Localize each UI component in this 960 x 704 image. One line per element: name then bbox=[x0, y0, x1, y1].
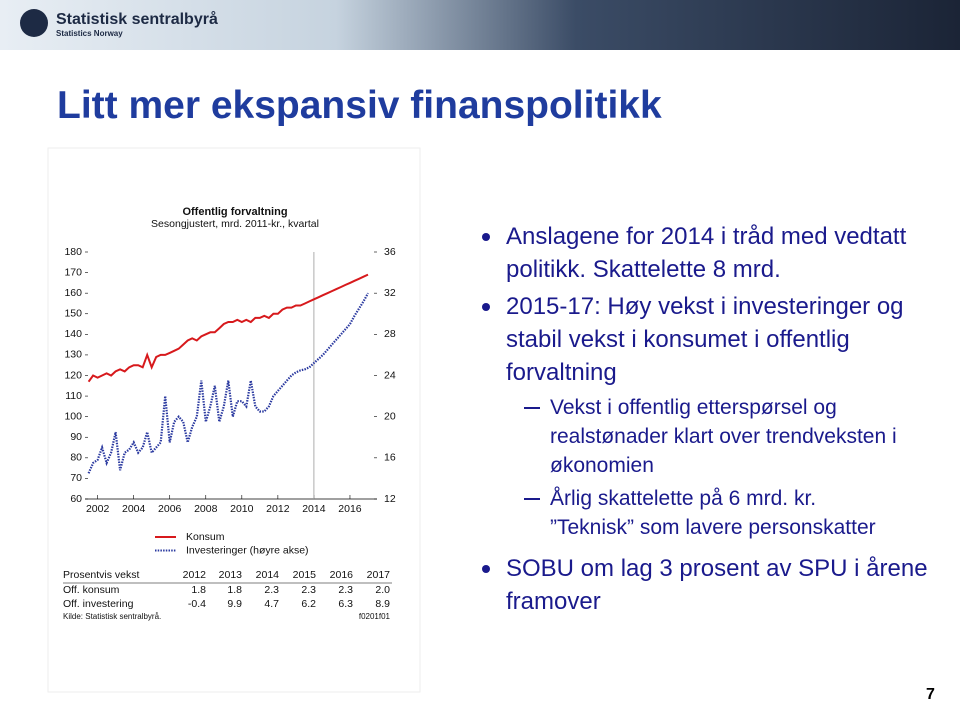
y-tick-label: 170 bbox=[64, 266, 82, 278]
bullet-text: 2015-17: Høy vekst i investeringer og st… bbox=[506, 293, 904, 386]
table-cell: 2.3 bbox=[338, 584, 353, 596]
table-header: 2013 bbox=[219, 569, 243, 581]
table-header: 2016 bbox=[330, 569, 354, 581]
y-tick-label: 90 bbox=[70, 431, 82, 443]
figure-code: f0201f01 bbox=[359, 612, 391, 621]
table-cell: 9.9 bbox=[227, 598, 242, 610]
table-cell: 8.9 bbox=[375, 598, 390, 610]
y2-tick-label: 24 bbox=[384, 369, 396, 381]
y2-tick-label: 36 bbox=[384, 246, 396, 258]
series-line bbox=[87, 292, 369, 474]
slide-title: Litt mer ekspansiv finanspolitikk bbox=[57, 84, 662, 127]
table-cell: Off. konsum bbox=[63, 584, 120, 596]
y-tick-label: 150 bbox=[64, 308, 82, 320]
series-line bbox=[87, 273, 369, 383]
chart-subtitle: Sesongjustert, mrd. 2011-kr., kvartal bbox=[151, 218, 319, 230]
source: Kilde: Statistisk sentralbyrå. bbox=[63, 612, 161, 621]
sub-bullet: Årlig skattelette på 6 mrd. kr. ”Teknisk… bbox=[524, 484, 950, 542]
table-cell: 6.3 bbox=[338, 598, 353, 610]
bullet: Anslagene for 2014 i tråd med vedtatt po… bbox=[482, 220, 946, 286]
table-cell: 1.8 bbox=[191, 584, 206, 596]
y-tick-label: 80 bbox=[70, 452, 82, 464]
x-tick-label: 2010 bbox=[230, 503, 254, 515]
sub-bullet: Vekst i offentlig etterspørsel og realst… bbox=[524, 393, 950, 480]
y-tick-label: 120 bbox=[64, 369, 82, 381]
table-header: 2012 bbox=[183, 569, 207, 581]
y2-tick-label: 16 bbox=[384, 452, 396, 464]
logo: Statistisk sentralbyrå bbox=[56, 11, 218, 28]
table-cell: Off. investering bbox=[63, 598, 134, 610]
table-cell: 1.8 bbox=[227, 584, 242, 596]
y-tick-label: 160 bbox=[64, 287, 82, 299]
x-tick-label: 2002 bbox=[86, 503, 110, 515]
table-cell: 4.7 bbox=[264, 598, 279, 610]
y2-tick-label: 28 bbox=[384, 328, 396, 340]
x-tick-label: 2006 bbox=[158, 503, 182, 515]
chart-title: Offentlig forvaltning bbox=[182, 206, 287, 218]
y-tick-label: 140 bbox=[64, 328, 82, 340]
y-tick-label: 180 bbox=[64, 246, 82, 258]
bullet-text: Anslagene for 2014 i tråd med vedtatt po… bbox=[506, 223, 907, 283]
legend-label: Investeringer (høyre akse) bbox=[186, 544, 309, 556]
bullet: 2015-17: Høy vekst i investeringer og st… bbox=[482, 290, 946, 542]
x-tick-label: 2004 bbox=[122, 503, 146, 515]
bullet-text: SOBU om lag 3 prosent av SPU i årene fra… bbox=[506, 555, 928, 615]
y-tick-label: 100 bbox=[64, 410, 82, 422]
y2-tick-label: 12 bbox=[384, 493, 396, 505]
table-header: 2017 bbox=[367, 569, 391, 581]
y-tick-label: 130 bbox=[64, 349, 82, 361]
x-tick-label: 2016 bbox=[338, 503, 362, 515]
banner bbox=[0, 0, 960, 50]
legend-label: Konsum bbox=[186, 531, 225, 543]
y-tick-label: 70 bbox=[70, 472, 82, 484]
logo-subtitle: Statistics Norway bbox=[56, 29, 123, 38]
table-header: 2014 bbox=[256, 569, 280, 581]
table-header: Prosentvis vekst bbox=[63, 569, 140, 581]
x-tick-label: 2014 bbox=[302, 503, 326, 515]
page-number: 7 bbox=[926, 686, 935, 703]
table-cell: -0.4 bbox=[188, 598, 206, 610]
x-tick-label: 2008 bbox=[194, 503, 218, 515]
chart-panel bbox=[47, 147, 421, 693]
y2-tick-label: 20 bbox=[384, 410, 396, 422]
table-cell: 2.0 bbox=[375, 584, 390, 596]
bullet: SOBU om lag 3 prosent av SPU i årene fra… bbox=[482, 552, 946, 618]
table-header: 2015 bbox=[293, 569, 317, 581]
table-cell: 2.3 bbox=[301, 584, 316, 596]
x-tick-label: 2012 bbox=[266, 503, 290, 515]
logo-mark bbox=[20, 9, 48, 37]
y-tick-label: 60 bbox=[70, 493, 82, 505]
y-tick-label: 110 bbox=[65, 390, 82, 402]
table-cell: 6.2 bbox=[301, 598, 316, 610]
table-cell: 2.3 bbox=[264, 584, 279, 596]
y2-tick-label: 32 bbox=[384, 287, 396, 299]
